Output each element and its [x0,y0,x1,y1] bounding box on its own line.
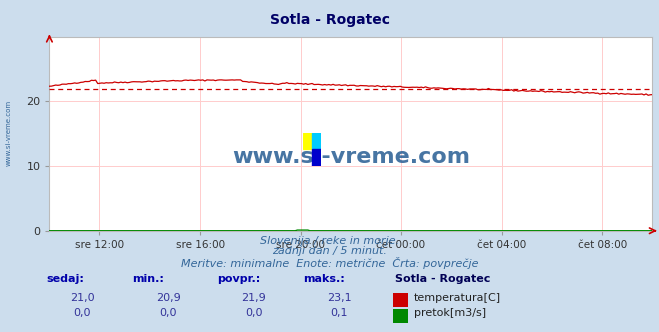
Text: 23,1: 23,1 [327,293,352,303]
Bar [303,133,312,149]
Text: temperatura[C]: temperatura[C] [414,293,501,303]
Text: 0,1: 0,1 [331,308,348,318]
Bar [312,133,322,149]
Text: www.si-vreme.com: www.si-vreme.com [5,100,12,166]
Text: zadnji dan / 5 minut.: zadnji dan / 5 minut. [272,246,387,256]
Text: Sotla - Rogatec: Sotla - Rogatec [395,274,491,284]
Text: povpr.:: povpr.: [217,274,261,284]
Text: 0,0: 0,0 [74,308,91,318]
Text: 0,0: 0,0 [245,308,262,318]
Text: min.:: min.: [132,274,163,284]
Text: Slovenija / reke in morje.: Slovenija / reke in morje. [260,236,399,246]
Text: 21,9: 21,9 [241,293,266,303]
Text: Sotla - Rogatec: Sotla - Rogatec [270,13,389,27]
Text: Meritve: minimalne  Enote: metrične  Črta: povprečje: Meritve: minimalne Enote: metrične Črta:… [181,257,478,269]
Bar [312,149,322,166]
Text: www.si-vreme.com: www.si-vreme.com [232,147,470,167]
Text: maks.:: maks.: [303,274,345,284]
Text: 21,0: 21,0 [70,293,95,303]
Text: sedaj:: sedaj: [46,274,84,284]
Text: 0,0: 0,0 [159,308,177,318]
Text: pretok[m3/s]: pretok[m3/s] [414,308,486,318]
Text: 20,9: 20,9 [156,293,181,303]
